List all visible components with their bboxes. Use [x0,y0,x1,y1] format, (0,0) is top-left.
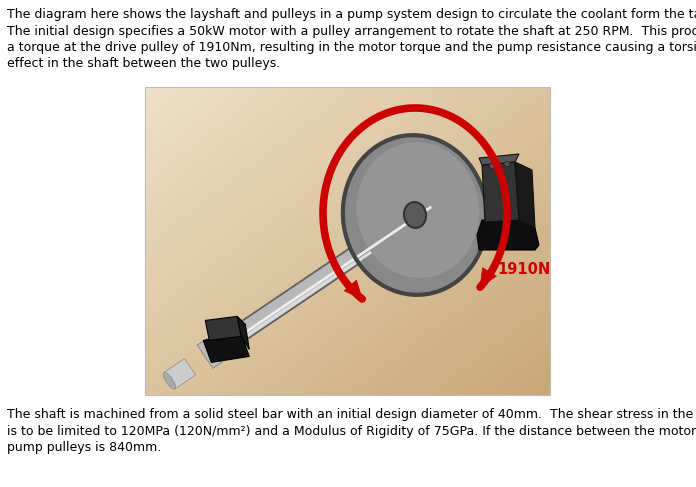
Polygon shape [237,317,249,349]
Polygon shape [482,162,519,222]
Polygon shape [218,209,434,356]
Bar [145,87,550,395]
Polygon shape [210,198,434,356]
Text: effect in the shaft between the two pulleys.: effect in the shaft between the two pull… [7,57,280,71]
Text: The initial design specifies a 50kW motor with a pulley arrangement to rotate th: The initial design specifies a 50kW moto… [7,24,696,37]
Ellipse shape [343,135,487,295]
Polygon shape [164,358,196,389]
Ellipse shape [489,164,495,169]
Text: pump pulleys is 840mm.: pump pulleys is 840mm. [7,441,161,454]
Polygon shape [477,220,539,250]
Text: The shaft is machined from a solid steel bar with an initial design diameter of : The shaft is machined from a solid steel… [7,408,696,421]
Ellipse shape [504,162,510,167]
Text: The diagram here shows the layshaft and pulleys in a pump system design to circu: The diagram here shows the layshaft and … [7,8,696,21]
Ellipse shape [404,202,426,228]
Polygon shape [480,268,496,287]
Polygon shape [203,335,249,362]
Text: a torque at the drive pulley of 1910Nm, resulting in the motor torque and the pu: a torque at the drive pulley of 1910Nm, … [7,41,696,54]
Polygon shape [479,154,519,165]
Text: is to be limited to 120MPa (120N/mm²) and a Modulus of Rigidity of 75GPa. If the: is to be limited to 120MPa (120N/mm²) an… [7,425,696,437]
Polygon shape [209,197,436,358]
Polygon shape [205,317,242,340]
Polygon shape [197,338,223,368]
Polygon shape [345,280,362,299]
Text: 1910N: 1910N [497,262,551,277]
Ellipse shape [356,142,480,278]
Polygon shape [515,162,535,228]
Polygon shape [216,206,432,353]
Ellipse shape [164,373,175,389]
